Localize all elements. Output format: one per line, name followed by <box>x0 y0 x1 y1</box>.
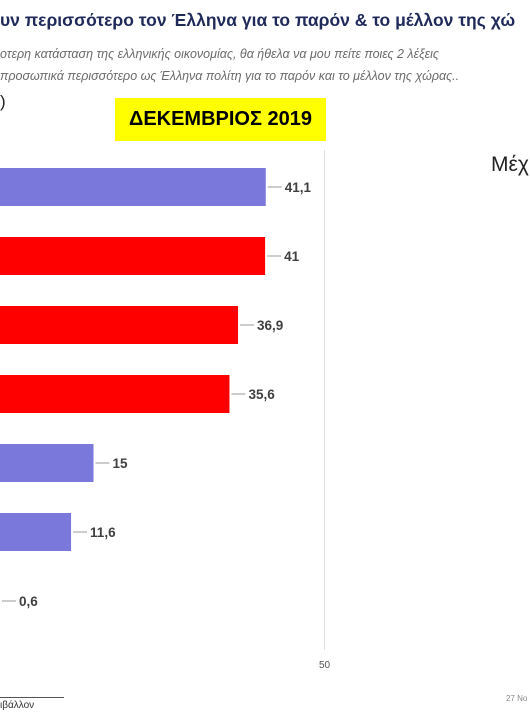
data-label-4: 35,6 <box>248 387 275 402</box>
bar-5 <box>0 444 94 482</box>
side-chart-title-fragment: Μέχ <box>491 153 529 176</box>
data-label-3: 36,9 <box>257 318 283 333</box>
data-label-6: 11,6 <box>90 525 116 540</box>
chart-subtitle-line-1: οτερη κατάσταση της ελληνικής οικονομίας… <box>0 47 440 61</box>
period-badge: ΔΕΚΕΜΒΡΙΟΣ 2019 <box>115 98 326 141</box>
x-tick-label: 50 <box>319 660 331 671</box>
chart-subtitle-line-2: προσωπικά περισσότερο ως Έλληνα πολίτη γ… <box>0 69 460 83</box>
paren-fragment: ) <box>0 92 6 111</box>
data-label-5: 15 <box>113 456 129 471</box>
bar-6 <box>0 513 72 551</box>
data-label-2: 41 <box>284 249 300 264</box>
footer-divider <box>0 697 64 698</box>
bar-1 <box>0 168 266 206</box>
footer-note: ιβάλλον <box>0 700 35 711</box>
bar-2 <box>0 237 266 275</box>
footer-date: 27 Νο <box>506 694 528 703</box>
bar-4 <box>0 375 230 413</box>
data-label-1: 41,1 <box>285 180 312 195</box>
data-label-7: 0,6 <box>19 594 38 609</box>
bar-3 <box>0 306 239 344</box>
chart-title: υν περισσότερο τον Έλληνα για το παρόν &… <box>0 10 516 30</box>
